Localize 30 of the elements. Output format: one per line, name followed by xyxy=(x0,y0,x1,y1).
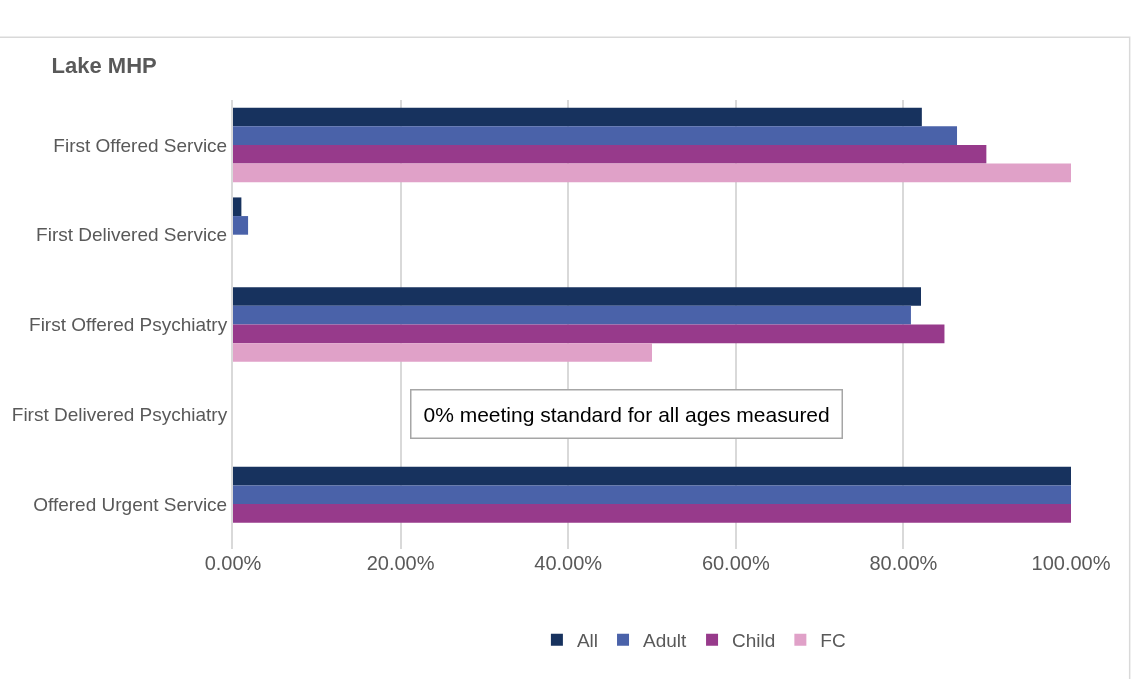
bar xyxy=(233,466,1071,486)
legend-label: Child xyxy=(732,630,776,652)
bar xyxy=(233,197,242,217)
legend-label: All xyxy=(576,630,599,652)
bar xyxy=(233,126,958,145)
y-tick-label: First Offered Psychiatry xyxy=(29,314,228,336)
x-tick-label: 20.00% xyxy=(366,552,435,574)
bar xyxy=(233,324,945,344)
bar xyxy=(233,107,922,127)
x-tick-label: 60.00% xyxy=(701,552,770,574)
bar xyxy=(233,163,1071,183)
bar xyxy=(233,216,249,235)
x-tick-label: 80.00% xyxy=(869,552,938,574)
bar xyxy=(233,144,987,164)
bar xyxy=(233,305,911,325)
bar xyxy=(233,287,921,306)
bar xyxy=(233,504,1071,523)
x-tick-label: 0.00% xyxy=(204,552,262,574)
y-tick-label: First Delivered Psychiatry xyxy=(11,403,228,425)
x-tick-label: 40.00% xyxy=(534,552,603,574)
y-tick-label: Offered Urgent Service xyxy=(33,493,228,515)
annotation: 0% meeting standard for all ages measured xyxy=(423,402,830,426)
y-tick-label: First Offered Service xyxy=(53,134,228,156)
x-tick-label: 100.00% xyxy=(1031,552,1111,574)
bar xyxy=(233,485,1071,505)
legend-label: FC xyxy=(820,630,846,652)
legend-label: Adult xyxy=(643,630,688,652)
bar xyxy=(233,343,652,362)
chart-title: Lake MHP xyxy=(51,53,157,79)
y-tick-label: First Delivered Service xyxy=(36,224,228,246)
